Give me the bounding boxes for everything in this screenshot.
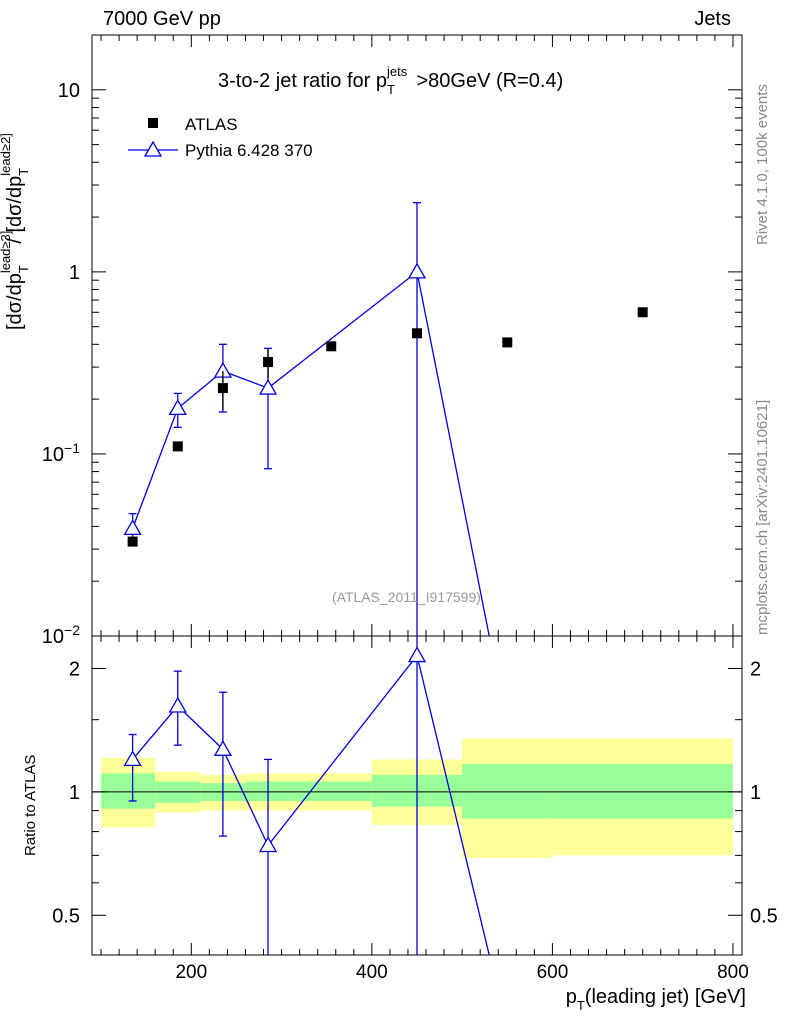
pythia-point bbox=[407, 262, 427, 279]
x-tick-label: 600 bbox=[537, 962, 569, 983]
y-tick-label-ratio-left: 0.5 bbox=[52, 905, 80, 927]
ratio-point bbox=[168, 696, 187, 713]
pythia-line bbox=[132, 270, 490, 637]
watermark-label: (ATLAS_2011_I917599) bbox=[332, 589, 481, 605]
pythia-point bbox=[258, 378, 278, 395]
atlas-point bbox=[637, 307, 648, 318]
atlas-series bbox=[127, 307, 648, 547]
atlas-point bbox=[127, 536, 138, 547]
atlas-point bbox=[217, 383, 228, 394]
atlas-point bbox=[412, 328, 422, 339]
ratio-line bbox=[132, 654, 490, 956]
y-tick-label-main: 10 bbox=[58, 80, 80, 102]
header-jets: Jets bbox=[694, 8, 731, 30]
atlas-point bbox=[326, 341, 337, 352]
x-tick-label: 400 bbox=[356, 962, 388, 983]
legend-atlas-marker bbox=[148, 118, 158, 128]
y-tick-label-ratio-right: 0.5 bbox=[750, 905, 778, 927]
ratio-series bbox=[123, 636, 490, 956]
header-energy: 7000 GeV pp bbox=[103, 8, 221, 30]
ratio-point bbox=[213, 740, 233, 756]
y-tick-label-ratio-left: 1 bbox=[69, 782, 80, 804]
legend-pythia-marker bbox=[143, 140, 163, 157]
y-tick-label-main: 10−1 bbox=[42, 440, 80, 466]
pythia-point bbox=[123, 519, 142, 536]
atlas-point bbox=[172, 441, 183, 452]
x-tick-label: 200 bbox=[175, 962, 207, 983]
y-tick-label-ratio-right: 1 bbox=[750, 782, 761, 804]
ratio-point bbox=[407, 646, 427, 663]
band-inner-6 bbox=[462, 763, 553, 819]
legend-atlas-label: ATLAS bbox=[185, 115, 238, 134]
band-inner-7 bbox=[552, 763, 733, 819]
y-axis-label-ratio: Ratio to ATLAS bbox=[22, 754, 39, 856]
pythia-series bbox=[123, 201, 490, 637]
y-tick-label-ratio-left: 2 bbox=[69, 658, 80, 680]
y-tick-label-main: 1 bbox=[69, 262, 80, 284]
rivet-label: Rivet 4.1.0, 100k events bbox=[754, 84, 771, 245]
atlas-point bbox=[502, 337, 513, 348]
mcplots-label: mcplots.cern.ch [arXiv:2401.10621] bbox=[754, 399, 771, 635]
x-tick-label: 800 bbox=[717, 962, 749, 983]
y-axis-label-main: [dσ/dplead≥3] T / [dσ/dplead≥2] T bbox=[0, 133, 31, 330]
legend: ATLAS Pythia 6.428 370 bbox=[128, 115, 313, 160]
band-inner-4 bbox=[290, 781, 372, 801]
atlas-point bbox=[263, 356, 274, 367]
y-tick-label-main: 10−2 bbox=[42, 622, 80, 648]
axis-ticks bbox=[92, 34, 742, 955]
pythia-point bbox=[168, 399, 187, 415]
ratio-point bbox=[258, 836, 278, 853]
y-tick-label-ratio-right: 2 bbox=[750, 658, 761, 680]
chart-title: 3-to-2 jet ratio for pjetsT >80GeV (R=0.… bbox=[218, 64, 564, 97]
ratio-point bbox=[123, 750, 142, 767]
legend-pythia-label: Pythia 6.428 370 bbox=[185, 141, 313, 160]
band-inner-0 bbox=[101, 773, 156, 809]
x-axis-label: pT(leading jet) [GeV] bbox=[565, 986, 746, 1013]
axis-tick-labels: 200 400 600 800 10−2 10−1 1 10 0.5 0.5 1 1 2 2 bbox=[42, 80, 778, 983]
